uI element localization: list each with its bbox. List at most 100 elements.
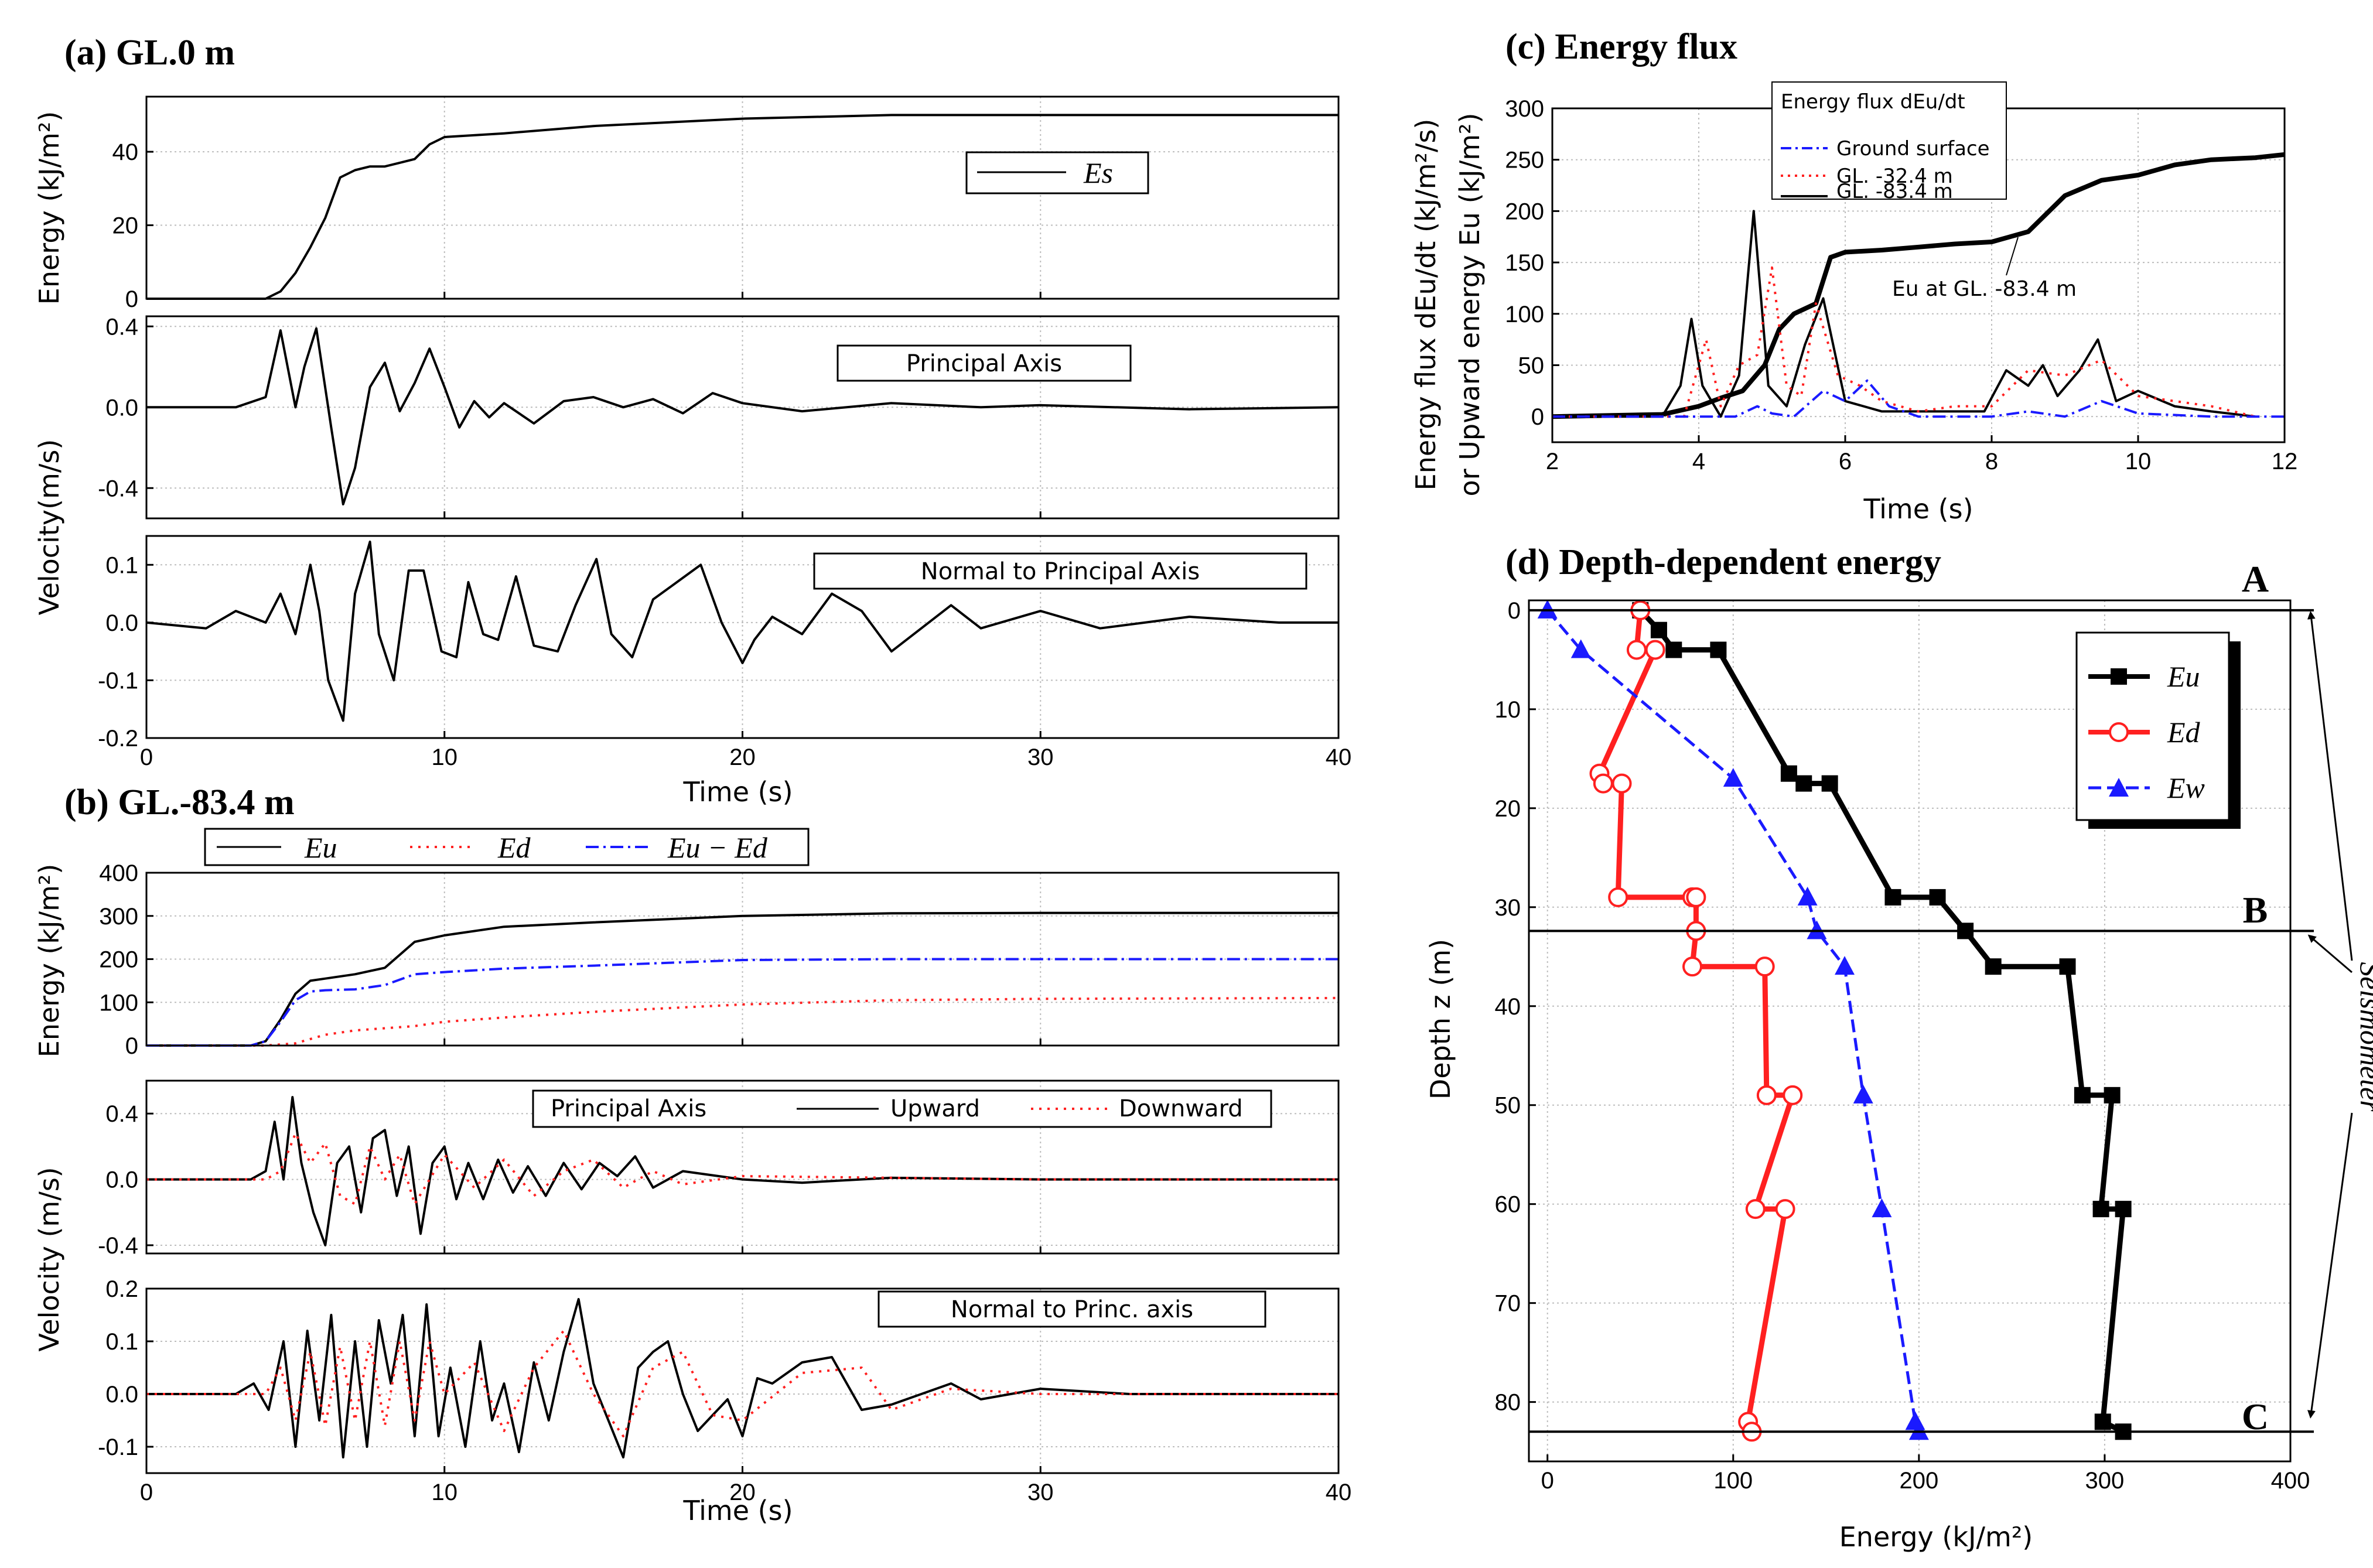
x-tick-label: 40 bbox=[1326, 744, 1352, 770]
legend-c-324: GL. -32.4 m bbox=[1836, 165, 1953, 188]
x-tick-label: 200 bbox=[1899, 1468, 1938, 1494]
legend-a3-label: Normal to Principal Axis bbox=[921, 558, 1200, 585]
legend-b2-down: Downward bbox=[1119, 1095, 1243, 1122]
marker-Ed bbox=[1608, 887, 1628, 907]
title-a: (a) GL.0 m bbox=[64, 33, 235, 73]
plot-frame bbox=[1528, 599, 2292, 1463]
legend-c-834: GL. -83.4 m bbox=[1836, 180, 1953, 203]
x-tick-label: 8 bbox=[1985, 449, 1998, 474]
marker-Ed bbox=[1754, 956, 1775, 977]
y-tick-label: 60 bbox=[1495, 1192, 1521, 1218]
x-tick-label: 4 bbox=[1692, 449, 1705, 474]
x-tick-label: 30 bbox=[1027, 1480, 1054, 1505]
ylabel-c: Energy flux dEu/dt (kJ/m²/s) bbox=[1410, 119, 1442, 491]
xlabel-b: Time (s) bbox=[682, 1495, 793, 1526]
y-tick-label: 0.0 bbox=[105, 395, 138, 421]
y-tick-label: 100 bbox=[1505, 302, 1544, 327]
y-tick-label: 100 bbox=[99, 990, 138, 1016]
seismometer-label: Seismometer bbox=[2354, 962, 2373, 1112]
y-tick-label: -0.1 bbox=[98, 1434, 138, 1460]
y-tick-label: 300 bbox=[1505, 96, 1544, 122]
marker-Ed bbox=[1611, 773, 1632, 794]
marker-Eu bbox=[1780, 765, 1797, 782]
marker-Eu bbox=[2115, 1201, 2132, 1218]
marker-Ew bbox=[1797, 886, 1818, 906]
series-Eu-Ed bbox=[146, 958, 1339, 1047]
legend-d-Eu: Eu bbox=[2167, 660, 2200, 693]
legend-c-title: Energy flux dEu/dt bbox=[1781, 90, 1965, 114]
series-Upward bbox=[146, 1096, 1339, 1246]
legend-a1: Es bbox=[965, 151, 1149, 194]
series-Eu bbox=[146, 911, 1339, 1047]
series-Downward bbox=[146, 1132, 1339, 1205]
y-tick-label: 0.0 bbox=[105, 1167, 138, 1193]
y-tick-label: 0.1 bbox=[105, 1329, 138, 1355]
x-tick-label: 10 bbox=[432, 1480, 458, 1505]
y-tick-label: 30 bbox=[1495, 895, 1521, 921]
marker-Eu bbox=[1665, 641, 1682, 658]
series-Es bbox=[146, 114, 1339, 300]
xlabel-a: Time (s) bbox=[682, 776, 793, 808]
title-c: (c) Energy flux bbox=[1505, 27, 1737, 67]
series-Eu-at-GL-83-4-m bbox=[1552, 152, 2285, 419]
marker-Eu bbox=[2074, 1087, 2091, 1104]
ylabel-b2: Velocity (m/s) bbox=[33, 1167, 65, 1351]
x-tick-label: 6 bbox=[1839, 449, 1852, 474]
x-tick-label: 10 bbox=[2125, 449, 2152, 474]
series-Ground-surface bbox=[1552, 379, 2285, 418]
annotation-c-pointer bbox=[2006, 237, 2019, 276]
series-Normal-to-Principal-Axis bbox=[146, 540, 1339, 722]
marker-Ed bbox=[1626, 640, 1647, 660]
y-tick-label: 0.1 bbox=[105, 552, 138, 578]
y-tick-label: 50 bbox=[1495, 1093, 1521, 1119]
y-tick-label: 200 bbox=[1505, 199, 1544, 224]
ylabel-b1: Energy (kJ/m²) bbox=[33, 864, 65, 1058]
marker-Ew bbox=[1570, 639, 1591, 658]
series-GL-83-4-m bbox=[1552, 210, 2256, 418]
x-tick-label: 40 bbox=[1326, 1480, 1352, 1505]
marker-Ed bbox=[1756, 1085, 1777, 1105]
marker-Eu bbox=[2104, 1087, 2121, 1104]
y-tick-label: -0.4 bbox=[98, 1233, 138, 1259]
layer-label-B: B bbox=[2243, 889, 2268, 931]
marker-Eu bbox=[1985, 958, 2002, 975]
x-tick-label: 100 bbox=[1713, 1468, 1753, 1494]
y-tick-label: 0 bbox=[125, 286, 138, 312]
series-Ew bbox=[1546, 609, 1921, 1433]
plot-frame bbox=[145, 315, 1340, 520]
legend-d-Ed: Ed bbox=[2167, 716, 2201, 749]
x-tick-label: 300 bbox=[2085, 1468, 2125, 1494]
legend-b1: Eu Ed Eu − Ed bbox=[204, 828, 810, 866]
marker-Ed bbox=[1682, 956, 1703, 977]
plot-b3: 0 10 20 30 40 0.2 0.1 0.0 -0.1 bbox=[98, 1276, 1351, 1505]
title-d: (d) Depth-dependent energy bbox=[1505, 542, 1941, 582]
plot-frame bbox=[145, 535, 1340, 739]
annotation-c: Eu at GL. -83.4 m bbox=[1892, 277, 2077, 301]
y-tick-label: -0.2 bbox=[98, 726, 138, 751]
y-tick-label: 80 bbox=[1495, 1390, 1521, 1416]
legend-c-ground: Ground surface bbox=[1836, 137, 1990, 160]
y-tick-label: 40 bbox=[112, 139, 139, 165]
plot-frame bbox=[145, 1080, 1340, 1255]
y-tick-label: -0.1 bbox=[98, 668, 138, 694]
legend-a1-Es: Es bbox=[1083, 156, 1113, 189]
x-tick-label: 20 bbox=[729, 744, 756, 770]
marker-Ed bbox=[1686, 887, 1706, 907]
plot-a2: 0.4 0.0 -0.4 bbox=[98, 314, 1340, 520]
y-tick-label: 0.4 bbox=[105, 1101, 138, 1127]
x-tick-label: 20 bbox=[729, 1480, 756, 1505]
y-tick-label: 200 bbox=[99, 947, 138, 973]
y-tick-label: 0 bbox=[1508, 598, 1521, 624]
series-Principal-Axis bbox=[146, 327, 1339, 505]
y-tick-label: 300 bbox=[99, 904, 138, 930]
y-tick-label: 10 bbox=[1495, 697, 1521, 723]
xlabel-c: Time (s) bbox=[1863, 493, 1973, 525]
legend-d-Ew: Ew bbox=[2167, 771, 2205, 804]
seismometer-arrows bbox=[2307, 611, 2353, 1419]
ylabel-a2: Velocity(m/s) bbox=[33, 439, 65, 616]
series-Downward bbox=[146, 1330, 1339, 1437]
y-tick-label: 0.0 bbox=[105, 1382, 138, 1408]
plot-a1: 0 20 40 bbox=[112, 95, 1340, 312]
plot-area bbox=[146, 97, 1339, 299]
x-tick-label: 12 bbox=[2272, 449, 2298, 474]
